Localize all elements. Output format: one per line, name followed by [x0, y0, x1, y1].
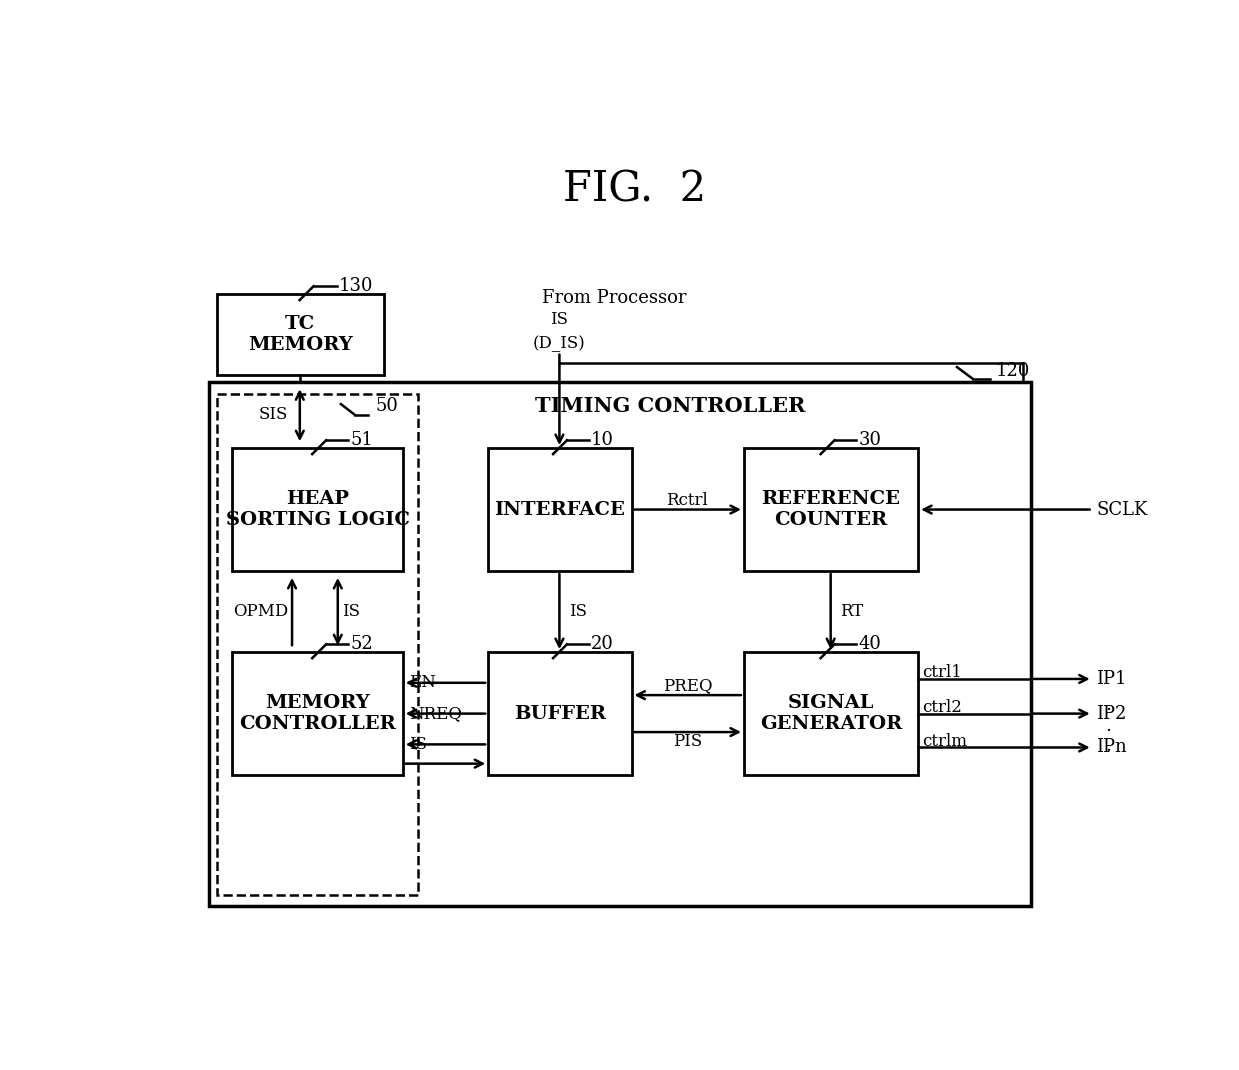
Text: From Processor: From Processor [543, 289, 686, 307]
Text: IP1: IP1 [1097, 670, 1127, 688]
Text: 20: 20 [591, 636, 613, 654]
Text: 52: 52 [351, 636, 373, 654]
Text: IS: IS [569, 602, 587, 620]
Bar [233, 652, 403, 775]
Text: NREQ: NREQ [409, 705, 462, 722]
Text: SIGNAL
GENERATOR: SIGNAL GENERATOR [760, 694, 902, 733]
Text: Rctrl: Rctrl [667, 492, 709, 509]
Bar [217, 294, 384, 374]
Bar [233, 448, 403, 571]
Bar [217, 394, 419, 895]
Text: OPMD: OPMD [233, 602, 289, 620]
Text: (D_IS): (D_IS) [533, 336, 586, 352]
Text: EN: EN [409, 674, 436, 691]
Text: 51: 51 [351, 431, 373, 449]
Text: 130: 130 [339, 277, 374, 295]
Bar [209, 382, 1031, 906]
Text: MEMORY
CONTROLLER: MEMORY CONTROLLER [239, 694, 396, 733]
Text: TIMING CONTROLLER: TIMING CONTROLLER [535, 396, 805, 415]
Text: IS: IS [550, 311, 569, 327]
Text: IP2: IP2 [1097, 705, 1127, 722]
Text: HEAP
SORTING LOGIC: HEAP SORTING LOGIC [225, 490, 410, 529]
Text: 30: 30 [859, 431, 882, 449]
Text: INTERFACE: INTERFACE [494, 501, 626, 519]
Bar [743, 652, 918, 775]
Text: 50: 50 [375, 397, 399, 414]
Bar [743, 448, 918, 571]
Text: ctrl1: ctrl1 [922, 664, 961, 682]
Text: SCLK: SCLK [1097, 501, 1147, 519]
Text: IS: IS [342, 602, 359, 620]
Text: PIS: PIS [673, 733, 703, 750]
Text: ctrl2: ctrl2 [922, 699, 961, 716]
Text: ctrlm: ctrlm [922, 733, 968, 750]
Bar [488, 448, 632, 571]
Text: PREQ: PREQ [663, 677, 712, 694]
Text: SIS: SIS [259, 407, 289, 424]
Text: REFERENCE
COUNTER: REFERENCE COUNTER [762, 490, 901, 529]
Text: 120: 120 [996, 362, 1030, 380]
Text: TC
MEMORY: TC MEMORY [248, 315, 353, 354]
Text: 40: 40 [859, 636, 881, 654]
Text: FIG.  2: FIG. 2 [563, 169, 706, 211]
Text: BUFFER: BUFFER [514, 705, 606, 722]
Text: IPn: IPn [1097, 738, 1127, 756]
Text: 10: 10 [591, 431, 615, 449]
Bar [488, 652, 632, 775]
Text: IS: IS [409, 736, 427, 753]
Text: ·
·
·: · · · [1105, 701, 1111, 761]
Text: RT: RT [840, 602, 864, 620]
